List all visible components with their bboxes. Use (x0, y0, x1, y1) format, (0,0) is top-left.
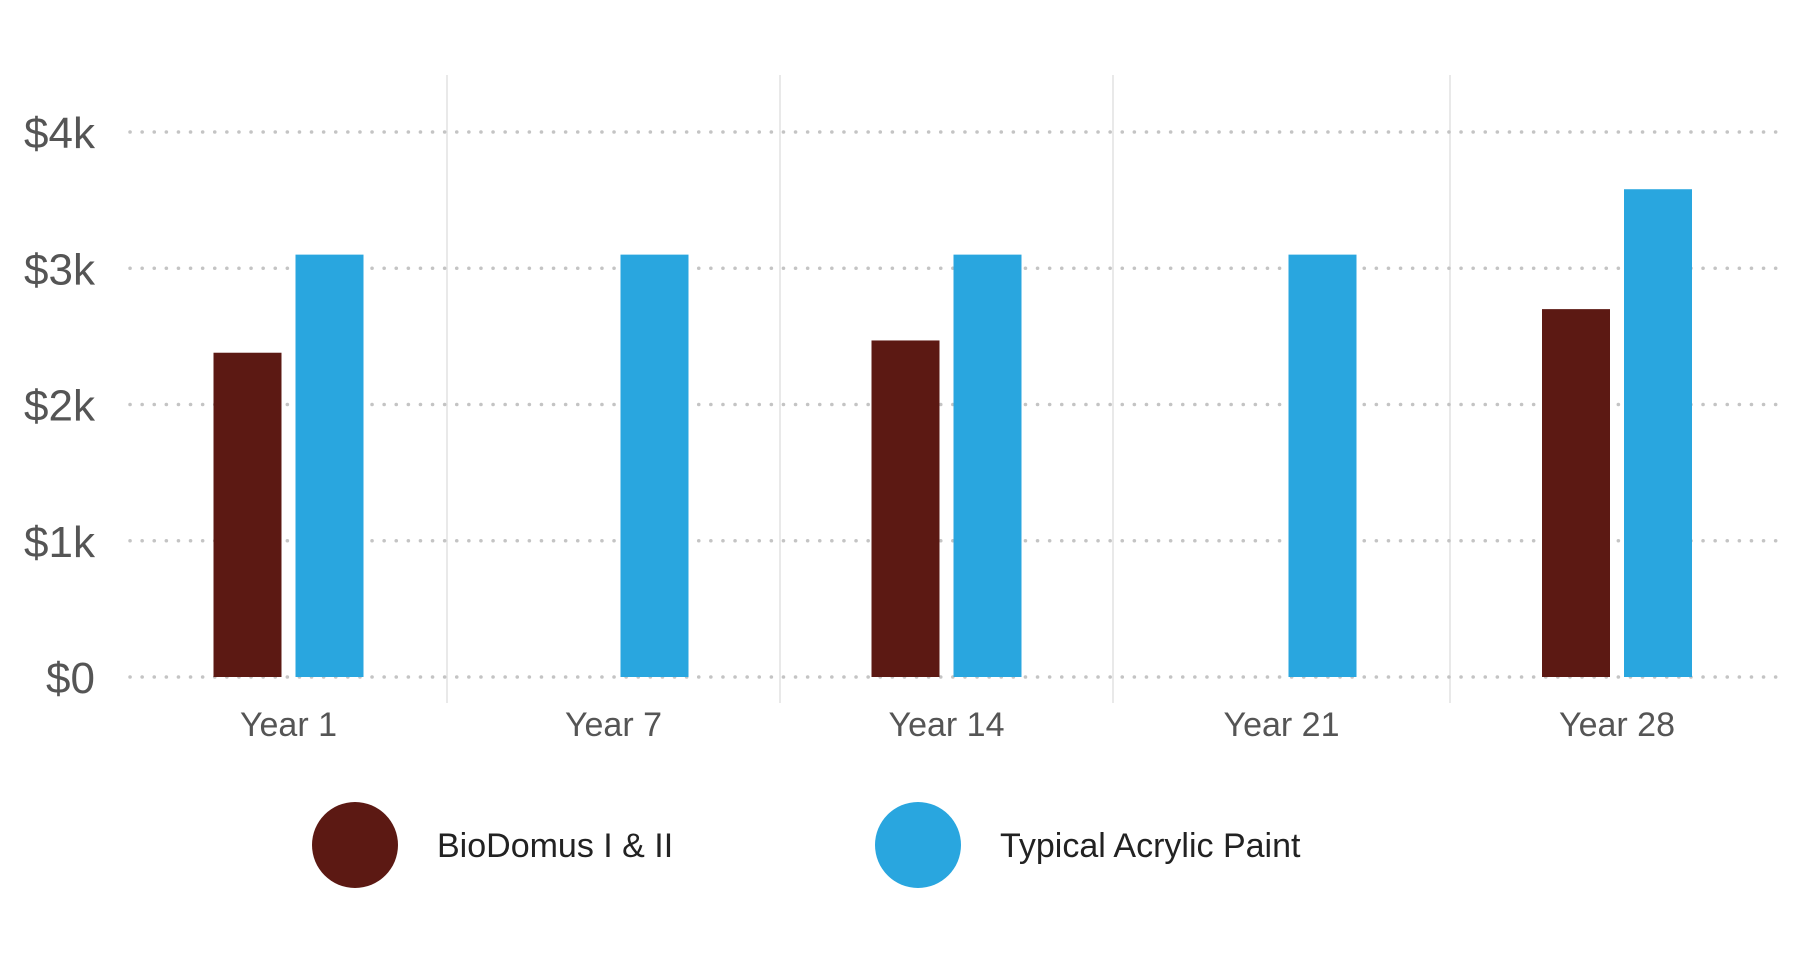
x-category-label: Year 14 (889, 706, 1005, 744)
bar-acrylic-year-14 (953, 254, 1022, 677)
horizontal-gridlines (128, 130, 1786, 679)
bars (213, 189, 1692, 677)
legend-swatch-acrylic (875, 802, 961, 888)
legend-label-biodomus: BioDomus I & II (437, 827, 673, 865)
x-category-label: Year 1 (240, 706, 337, 744)
y-tick-label: $1k (24, 518, 96, 567)
category-separators (446, 75, 1451, 703)
x-category-label: Year 28 (1559, 706, 1675, 744)
legend-label-acrylic: Typical Acrylic Paint (1000, 827, 1301, 865)
x-category-label: Year 7 (565, 706, 662, 744)
y-tick-label: $4k (24, 109, 96, 158)
bar-acrylic-year-1 (295, 254, 364, 677)
bar-biodomus-year-14 (871, 340, 940, 677)
bar-acrylic-year-28 (1624, 189, 1692, 677)
y-axis-tick-labels: $0 $1k $2k $3k $4k (24, 109, 96, 703)
legend-swatch-biodomus (312, 802, 398, 888)
bar-biodomus-year-1 (213, 352, 282, 677)
bar-biodomus-year-28 (1542, 309, 1610, 677)
y-tick-label: $3k (24, 245, 96, 294)
x-axis-category-labels: Year 1 Year 7 Year 14 Year 21 Year 28 (240, 706, 1675, 744)
legend: BioDomus I & II Typical Acrylic Paint (312, 802, 1301, 888)
x-category-label: Year 21 (1224, 706, 1340, 744)
y-tick-label: $0 (46, 654, 95, 703)
bar-acrylic-year-21 (1288, 254, 1357, 677)
y-tick-label: $2k (24, 382, 96, 431)
bar-acrylic-year-7 (620, 254, 689, 677)
